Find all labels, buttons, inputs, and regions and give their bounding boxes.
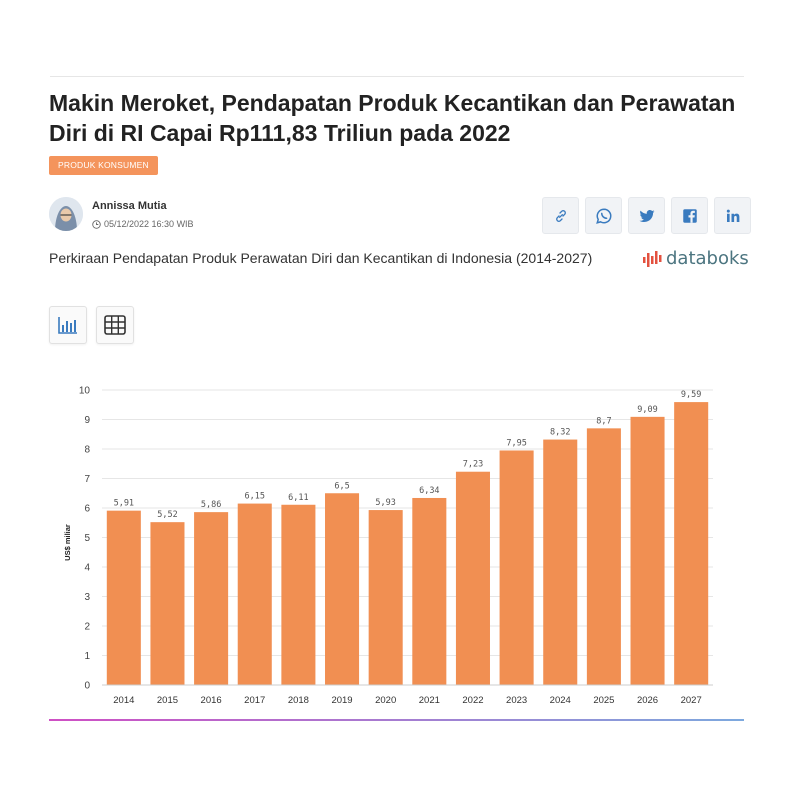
- twitter-icon: [639, 209, 655, 222]
- data-label: 6,15: [245, 492, 265, 502]
- table-grid-icon: [104, 315, 126, 335]
- bar: [194, 512, 229, 685]
- author-name[interactable]: Annissa Mutia: [92, 200, 167, 212]
- post-date: 05/12/2022 16:30 WIB: [92, 219, 194, 229]
- share-whatsapp-button[interactable]: [585, 197, 622, 234]
- x-tick-label: 2023: [506, 695, 527, 706]
- y-tick-label: 7: [84, 474, 90, 485]
- bar: [150, 522, 185, 685]
- data-label: 6,34: [419, 486, 439, 496]
- x-tick-label: 2019: [331, 695, 352, 706]
- bar: [412, 497, 447, 685]
- author-avatar[interactable]: [49, 197, 83, 231]
- table-view-button[interactable]: [96, 306, 134, 344]
- clock-icon: [92, 219, 101, 229]
- x-tick-label: 2015: [157, 695, 178, 706]
- bar: [586, 428, 621, 685]
- revenue-bar-chart: 0 1 2 3 4 5 6 7 8 9 10 US$ miliar 5,91 2014 5,52 2015 5,…: [63, 386, 713, 706]
- chart-view-toggle: [49, 306, 134, 344]
- whatsapp-icon: [595, 207, 611, 224]
- y-tick-label: 3: [84, 592, 90, 603]
- data-label: 6,5: [334, 481, 349, 491]
- y-tick-label: 0: [84, 681, 90, 692]
- y-axis-label: US$ miliar: [63, 524, 72, 561]
- avatar-portrait: [49, 197, 83, 231]
- x-tick-label: 2014: [113, 695, 134, 706]
- bar: [325, 493, 360, 685]
- linkedin-icon: [726, 209, 739, 222]
- link-icon: [555, 209, 566, 222]
- data-label: 9,09: [637, 405, 657, 415]
- bar: [237, 503, 272, 685]
- chart-title: Perkiraan Pendapatan Produk Perawatan Di…: [49, 250, 593, 266]
- bar: [630, 416, 665, 685]
- facebook-icon: [682, 208, 697, 223]
- x-tick-label: 2017: [244, 695, 265, 706]
- bar: [106, 510, 141, 685]
- share-linkedin-button[interactable]: [714, 197, 751, 234]
- databoks-logo[interactable]: databoks: [642, 248, 749, 269]
- x-tick-label: 2026: [637, 695, 658, 706]
- x-tick-label: 2020: [375, 695, 396, 706]
- bar: [499, 450, 534, 685]
- data-label: 6,11: [288, 493, 308, 503]
- bar: [455, 471, 490, 685]
- y-tick-label: 4: [84, 563, 90, 574]
- data-label: 7,95: [506, 438, 526, 448]
- y-tick-label: 6: [84, 504, 90, 515]
- data-label: 5,93: [375, 498, 395, 508]
- share-link-button[interactable]: [542, 197, 579, 234]
- data-label: 9,59: [681, 390, 701, 400]
- share-facebook-button[interactable]: [671, 197, 708, 234]
- y-tick-label: 1: [84, 651, 90, 662]
- chart-view-button[interactable]: [49, 306, 87, 344]
- x-tick-label: 2025: [593, 695, 614, 706]
- share-twitter-button[interactable]: [628, 197, 665, 234]
- x-tick-label: 2021: [419, 695, 440, 706]
- category-tag[interactable]: PRODUK KONSUMEN: [49, 156, 158, 175]
- brand-name: databoks: [666, 248, 749, 269]
- data-label: 5,91: [114, 499, 134, 509]
- data-label: 5,52: [157, 510, 177, 520]
- article-title: Makin Meroket, Pendapatan Produk Kecanti…: [49, 90, 736, 146]
- bar: [368, 510, 403, 685]
- x-tick-label: 2024: [550, 695, 571, 706]
- x-tick-label: 2018: [288, 695, 309, 706]
- databoks-bars-icon: [643, 250, 662, 267]
- bar: [674, 402, 709, 685]
- x-tick-label: 2022: [462, 695, 483, 706]
- data-label: 7,23: [463, 460, 483, 470]
- bar: [543, 439, 578, 685]
- bar: [281, 504, 316, 685]
- y-tick-label: 10: [79, 386, 91, 397]
- share-buttons: [542, 197, 751, 234]
- y-tick-label: 9: [84, 415, 90, 426]
- post-date-text: 05/12/2022 16:30 WIB: [104, 219, 194, 229]
- data-label: 8,7: [596, 416, 611, 426]
- x-tick-label: 2016: [201, 695, 222, 706]
- data-label: 5,86: [201, 500, 221, 510]
- top-divider: [50, 76, 744, 77]
- y-tick-label: 8: [84, 445, 90, 456]
- y-tick-label: 2: [84, 622, 90, 633]
- data-label: 8,32: [550, 428, 570, 438]
- y-tick-label: 5: [84, 533, 90, 544]
- x-tick-label: 2027: [681, 695, 702, 706]
- bottom-divider: [49, 719, 744, 721]
- bar-chart-icon: [58, 317, 77, 334]
